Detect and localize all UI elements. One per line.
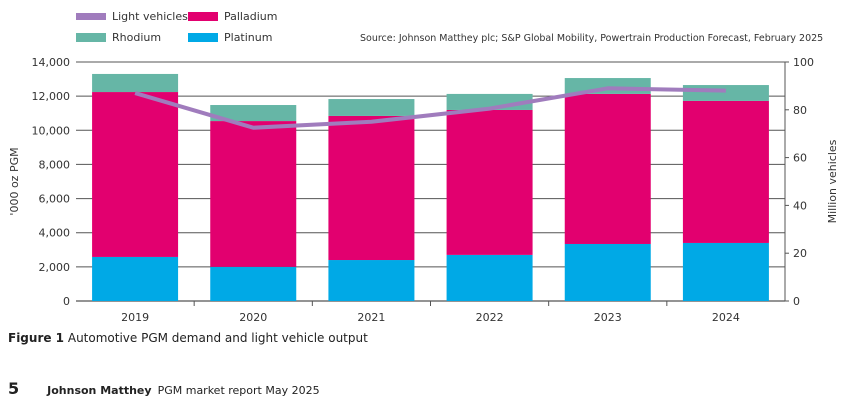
legend-item-light-vehicles: Light vehicles — [76, 10, 188, 23]
bar-platinum-2020 — [210, 266, 297, 301]
legend-label: Rhodium — [112, 31, 162, 44]
bar-palladium-2020 — [210, 121, 297, 267]
y-tick-label: 12,000 — [32, 90, 71, 103]
bar-palladium-2024 — [682, 100, 769, 243]
bar-rhodium-2019 — [92, 73, 179, 93]
page-number: 5 — [8, 379, 20, 398]
y2-tick-label: 100 — [793, 56, 814, 69]
line-light-vehicles — [134, 86, 726, 130]
figure-caption: Figure 1 Automotive PGM demand and light… — [8, 331, 368, 345]
y-tick-label: 8,000 — [39, 158, 71, 171]
y2-tick-label: 20 — [793, 247, 807, 260]
bar-platinum-2019 — [92, 256, 179, 301]
y2-tick-label: 40 — [793, 199, 807, 212]
x-tick-label: 2023 — [594, 311, 622, 324]
legend-swatch — [188, 33, 218, 42]
chart: 0 2,000 4,000 6,000 8,000 10,000 12,000 14,000 0… — [8, 56, 839, 324]
bar-platinum-2023 — [564, 243, 651, 301]
y-tick-label: 14,000 — [32, 56, 71, 69]
x-tick-label: 2024 — [712, 311, 740, 324]
bar-rhodium-2024 — [682, 85, 769, 101]
y-tick-label: 0 — [63, 295, 70, 308]
x-tick-label: 2021 — [357, 311, 385, 324]
bar-platinum-2022 — [446, 254, 533, 301]
y2-axis-label: Million vehicles — [826, 139, 839, 223]
footer-brand: Johnson Matthey — [47, 384, 152, 397]
bar-palladium-2022 — [446, 109, 533, 255]
x-tick-label: 2022 — [476, 311, 504, 324]
bar-palladium-2021 — [328, 115, 415, 261]
bar-palladium-2019 — [92, 92, 179, 257]
bar-platinum-2024 — [682, 242, 769, 301]
y-tick-label: 4,000 — [39, 227, 71, 240]
bar-rhodium-2021 — [328, 99, 415, 116]
legend-item-rhodium: Rhodium — [76, 31, 161, 44]
legend-label: Light vehicles — [112, 10, 188, 23]
caption-label: Figure 1 — [8, 331, 65, 345]
legend-item-palladium: Palladium — [188, 10, 277, 23]
footer-title: PGM market report May 2025 — [157, 384, 320, 397]
caption-text: Automotive PGM demand and light vehicle … — [67, 331, 368, 345]
bar-palladium-2023 — [564, 93, 651, 244]
source-note: Source: Johnson Matthey plc; S&P Global … — [360, 33, 824, 44]
legend-swatch — [188, 12, 218, 21]
y-axis-label: '000 oz PGM — [8, 147, 21, 215]
legend-swatch — [76, 13, 106, 20]
page-footer: 5 Johnson Matthey PGM market report May … — [8, 379, 320, 398]
legend-label: Platinum — [224, 31, 273, 44]
legend-item-platinum: Platinum — [188, 31, 272, 44]
y2-tick-label: 0 — [793, 295, 800, 308]
y2-tick-label: 80 — [793, 104, 807, 117]
y2-tick-label: 60 — [793, 152, 807, 165]
y-tick-label: 2,000 — [39, 261, 71, 274]
x-tick-label: 2020 — [239, 311, 267, 324]
legend-swatch — [76, 33, 106, 42]
x-tick-label: 2019 — [121, 311, 149, 324]
y-tick-label: 10,000 — [32, 124, 71, 137]
bar-rhodium-2020 — [210, 105, 297, 122]
legend-label: Palladium — [224, 10, 278, 23]
bar-platinum-2021 — [328, 260, 415, 301]
y-tick-label: 6,000 — [39, 193, 71, 206]
